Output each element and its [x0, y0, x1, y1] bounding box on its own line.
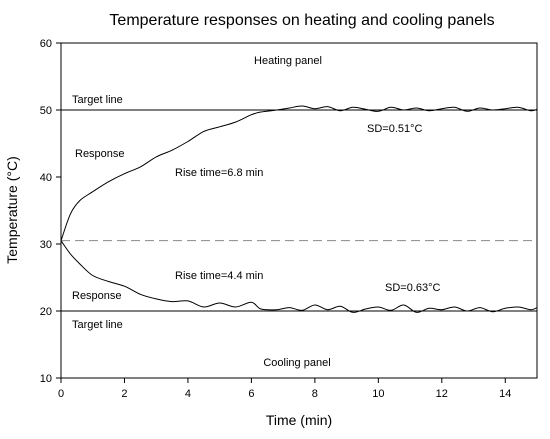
- x-tick-label: 12: [436, 388, 448, 400]
- annotation-heating-target: Target line: [72, 94, 123, 106]
- annotation-cooling-panel: Cooling panel: [263, 357, 330, 369]
- chart-title: Temperature responses on heating and coo…: [109, 12, 494, 29]
- plot-frame: [60, 42, 538, 379]
- y-tick-label: 50: [40, 105, 52, 117]
- x-tick-label: 6: [248, 388, 254, 400]
- y-tick-label: 10: [40, 373, 52, 385]
- y-tick-label: 60: [40, 38, 52, 50]
- y-axis-label: Temperature (°C): [4, 156, 20, 264]
- reference-lines: [61, 109, 537, 312]
- annotation-cooling-response: Response: [72, 290, 122, 302]
- x-axis-label: Time (min): [266, 412, 332, 428]
- series-line-0: [60, 105, 538, 241]
- annotation-heating-panel: Heating panel: [254, 55, 322, 67]
- x-tick-label: 2: [121, 388, 127, 400]
- annotation-cooling-rise-time: Rise time=4.4 min: [175, 270, 263, 282]
- annotation-cooling-target: Target line: [72, 319, 123, 331]
- annotation-heating-rise-time: Rise time=6.8 min: [175, 167, 263, 179]
- y-tick-label: 40: [40, 172, 52, 184]
- x-tick-label: 10: [372, 388, 384, 400]
- axis-ticks: 0 2 4 6 8 10 12 14 10 20 30 40 50 60: [40, 38, 512, 400]
- x-tick-label: 14: [499, 388, 511, 400]
- x-tick-label: 4: [185, 388, 191, 400]
- series-line-1: [60, 240, 538, 313]
- y-tick-label: 30: [40, 239, 52, 251]
- y-tick-label: 20: [40, 306, 52, 318]
- x-tick-label: 8: [312, 388, 318, 400]
- annotation-cooling-sd: SD=0.63°C: [385, 282, 441, 294]
- annotation-heating-sd: SD=0.51°C: [367, 123, 423, 135]
- series-lines: [60, 105, 538, 313]
- x-tick-label: 0: [58, 388, 64, 400]
- annotation-heating-response: Response: [75, 148, 125, 160]
